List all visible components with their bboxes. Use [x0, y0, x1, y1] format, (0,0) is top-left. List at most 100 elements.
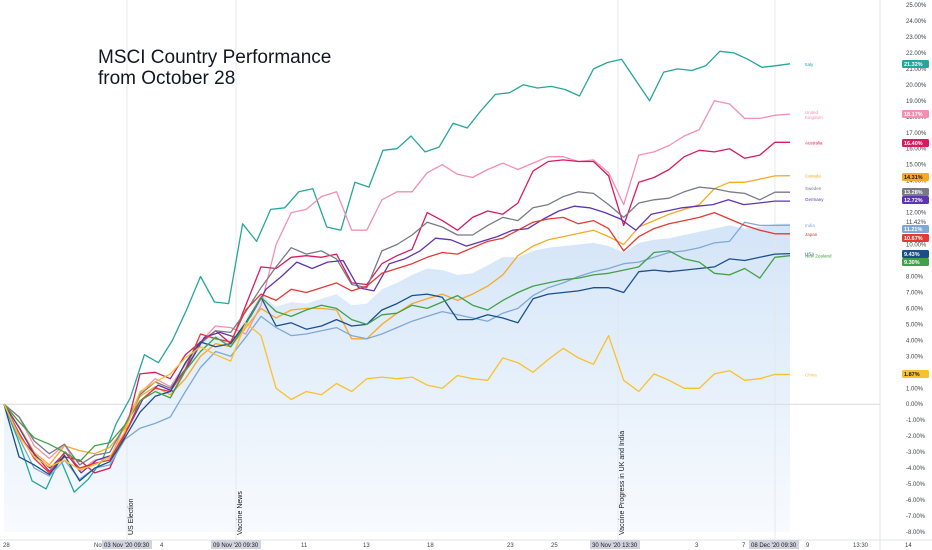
value-badge-text: 9.43%: [904, 252, 920, 258]
y-tick-label: 4.00%: [906, 338, 924, 344]
series-line: [3, 199, 790, 474]
x-tick-label: Nov: [94, 543, 105, 549]
value-badges: 21.32% 18.17% 16.40% 14.31% 13.28% 12.72% 11.2…: [902, 60, 929, 378]
x-tick-label: 14: [905, 543, 912, 549]
y-tick-label: -3.00%: [906, 450, 926, 456]
value-badge: [902, 60, 929, 68]
value-badge: [902, 139, 929, 147]
chart-title: MSCI Country Performance from October 28: [98, 47, 331, 89]
y-axis: 25.00% 24.00% 23.00% 22.00% 21.00% 20.00% 19.0…: [879, 0, 927, 550]
y-tick-label: 22.00%: [906, 51, 927, 57]
value-badge: [902, 110, 929, 118]
value-badge-text: 21.32%: [904, 62, 923, 68]
y-tick-label: 8.00%: [906, 274, 924, 280]
series-line: [3, 252, 791, 482]
x-tick-label: 13: [363, 543, 370, 549]
y-tick-label: 15.00%: [906, 163, 927, 169]
x-highlight-box: [590, 540, 640, 549]
series-label: Japan: [805, 232, 818, 237]
x-tick-label: 13:30: [853, 543, 869, 549]
y-tick-label: 19.00%: [906, 99, 927, 105]
value-badge-text: 16.40%: [904, 141, 923, 147]
series-label: Italy: [805, 62, 814, 67]
y-tick-label: -4.00%: [906, 466, 926, 472]
value-badge-text: 14.31%: [904, 175, 923, 181]
y-tick-label: 3.00%: [906, 354, 924, 360]
y-tick-label: 16.00%: [906, 147, 927, 153]
x-highlight-box: [211, 540, 261, 549]
y-tick-label: -8.00%: [906, 530, 926, 536]
series-label: China: [805, 372, 817, 377]
value-badge: [902, 196, 929, 204]
value-badge-text: 13.28%: [904, 190, 923, 196]
value-badge-text: 1.87%: [904, 372, 920, 378]
y-tick-label: 14.00%: [906, 179, 927, 185]
series-label: India: [805, 223, 815, 228]
series-line: [3, 211, 790, 474]
y-tick-label: -2.00%: [906, 434, 926, 440]
series-line: [3, 50, 791, 493]
event-annotation: Vaccine Progress in UK and India: [619, 431, 626, 535]
x-highlight-label: 30 Nov '20 13:30: [592, 543, 638, 549]
series-label: Canada: [805, 174, 821, 179]
y-tick-label: 21.00%: [906, 67, 927, 73]
value-badge-text: 9.30%: [904, 260, 920, 266]
y-tick-label: 7.00%: [906, 290, 924, 296]
value-badge: [902, 234, 929, 242]
y-tick-label: 12.00%: [906, 211, 927, 217]
y-tick-label: 6.00%: [906, 306, 924, 312]
y-tick-label: 17.00%: [906, 131, 927, 137]
event-annotation: Vaccine News: [237, 491, 244, 535]
series-label: Australia: [805, 140, 823, 145]
y-tick-label: 20.00%: [906, 83, 927, 89]
y-tick-label: 0.00%: [906, 402, 924, 408]
y-tick-label: -7.00%: [906, 514, 926, 520]
value-badge-text: 10.67%: [904, 236, 923, 242]
series-lines: [3, 50, 791, 493]
series-line: [3, 141, 790, 474]
y-tick-label: -1.00%: [906, 418, 926, 424]
event-lines: US Election Vaccine News Vaccine Progress …: [126, 0, 776, 540]
x-highlight-box: [102, 540, 152, 549]
value-badge: [902, 225, 929, 233]
value-badge: [902, 258, 929, 266]
x-highlight-box: [749, 540, 799, 549]
x-tick-label: 11: [301, 543, 308, 549]
value-badge-text: 18.17%: [904, 112, 923, 118]
event-annotation: US Election: [128, 498, 135, 535]
x-tick-label: 18: [427, 543, 434, 549]
benchmark-area: [4, 223, 790, 533]
benchmark-area-fill: [4, 223, 790, 533]
y-tick-label: 5.00%: [906, 322, 924, 328]
value-badge: [902, 173, 929, 181]
value-badge-text: 11.21%: [904, 227, 922, 233]
y-tick-label: 1.00%: [906, 386, 924, 392]
series-line: [3, 221, 791, 480]
value-badge: [902, 250, 929, 258]
y-tick-label: 24.00%: [906, 19, 927, 25]
series-label: Germany: [805, 197, 824, 202]
series-label: USA: [805, 252, 814, 257]
chart-title-line-1: MSCI Country Performance: [98, 47, 332, 68]
series-label: New Zealand: [805, 254, 832, 259]
x-tick-label: 23: [507, 543, 514, 549]
y-tick-label: 23.00%: [906, 35, 927, 41]
x-highlight-label: 03 Nov '20 09:30: [104, 543, 150, 549]
x-tick-label: 7: [742, 543, 746, 549]
series-line: [3, 250, 791, 463]
series-label: Kingdom: [805, 115, 823, 120]
x-highlight-label: 09 Nov '20 09:30: [213, 543, 259, 549]
series-line: [3, 322, 790, 471]
x-tick-label: 25: [551, 543, 558, 549]
value-badge: [902, 370, 929, 378]
x-tick-label: 4: [160, 543, 164, 549]
series-label: Sweden: [805, 186, 822, 191]
value-badge: [902, 188, 929, 196]
x-tick-label: 3: [695, 543, 699, 549]
chart-title-line-2: from October 28: [98, 68, 236, 89]
y-tick-label: 10.00%: [906, 243, 927, 249]
series-label: United: [805, 110, 819, 115]
x-axis: 28 Nov 4 11 13 18 23 25 3 7 9 13:30 14 03 Nov '20 09:…: [0, 539, 932, 549]
